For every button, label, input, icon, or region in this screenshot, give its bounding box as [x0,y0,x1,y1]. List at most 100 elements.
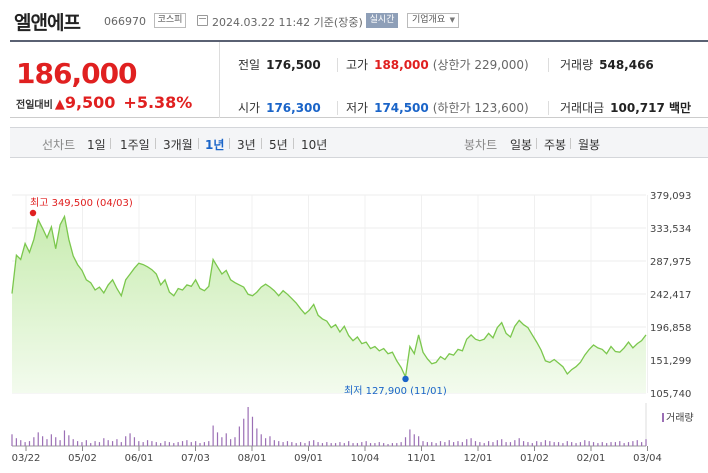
volume-bar [540,442,542,446]
volume-bar [304,443,306,446]
tab-daily[interactable]: 일봉 [510,138,533,152]
y-tick-label: 105,740 [650,389,691,400]
tab-3m[interactable]: 3개월 [163,138,193,152]
divider [536,138,537,149]
volume-bar [435,443,437,446]
volume-bar [37,432,39,446]
volume-bar [68,435,70,446]
volume-bar [256,428,258,446]
stock-header: 엘앤에프 066970 코스피 2024.03.22 11:42 기준(장중) … [0,0,708,40]
divider [293,138,294,149]
volume-bar [361,442,363,446]
divider [337,58,338,72]
volume-legend-label: 거래량 [666,413,694,424]
volume-bar [334,443,337,446]
volume-bar [146,440,149,446]
tab-3y[interactable]: 3년 [237,138,256,152]
volume-bar [352,443,354,446]
tab-10y[interactable]: 10년 [301,138,328,152]
volume-bar [592,442,595,446]
volume-bar [431,442,433,446]
candle-chart-label: 봉차트 [464,138,498,152]
y-tick-label: 242,417 [650,290,691,301]
volume-bar [645,439,647,446]
company-info-dropdown[interactable]: 기업개요 ▼ [407,13,459,28]
volume-bar [387,444,389,446]
volume-bar [348,441,350,446]
volume-bar [282,442,284,446]
volume-bar [243,418,245,446]
x-tick-label: 03/22 [12,453,41,464]
volume-bar [466,439,468,446]
tab-1y[interactable]: 1년 [205,138,225,152]
day-low: 저가 174,500 (하한가 123,600) [346,99,529,116]
volume-bar [265,438,267,446]
volume-bar [208,441,210,446]
volume-bar [575,443,577,446]
volume-bar [103,438,105,446]
volume-bar [588,441,590,446]
tab-monthly[interactable]: 월봉 [578,138,601,152]
volume-bar [509,442,512,446]
volume-bar [610,442,612,446]
volume-bar [59,440,61,446]
volume-bar [496,440,498,446]
stock-name[interactable]: 엘앤에프 [14,12,81,34]
volume-bar [221,437,223,446]
volume-bar [514,440,516,446]
prev-close-value: 176,500 [266,58,321,72]
tab-weekly[interactable]: 주봉 [544,138,567,152]
volume-bar [50,434,52,446]
divider [548,101,549,115]
volume-bar [396,443,398,446]
volume-bar [483,443,485,446]
volume-bar [190,442,192,446]
volume-bar [474,441,477,446]
volume-legend: 거래량 [662,409,694,424]
tab-1d[interactable]: 1일 [87,138,106,152]
volume-bar [614,442,616,446]
volume-bar [151,441,153,446]
change-label: 전일대비 [16,100,53,111]
volume-bar [269,436,271,446]
divider [337,101,338,115]
low-label: 저가 [346,101,369,115]
volume-bar [164,441,166,446]
volume-bar [299,442,302,446]
x-tick-label: 07/03 [181,453,210,464]
volume-bar [195,441,197,446]
volume-bar [286,441,289,446]
volume-bar [492,442,494,446]
tab-5y[interactable]: 5년 [269,138,288,152]
volume-bar [247,407,249,446]
volume-bar [24,442,26,446]
volume-bar [125,436,127,446]
volume-bar [15,438,17,446]
volume-bar [641,442,643,446]
upper-limit: (상한가 229,000) [432,58,529,72]
open-value: 176,300 [266,101,321,115]
volume-bar [518,438,520,446]
y-tick-label: 151,299 [650,356,691,367]
change-percent: +5.38% [123,93,193,112]
y-tick-label: 196,858 [650,323,691,334]
volume-bar [501,439,503,446]
market-badge: 코스피 [154,13,186,28]
open-price: 시가 176,300 [238,99,321,116]
volume-bar [571,442,573,446]
volume-bar [116,439,118,446]
tab-1w[interactable]: 1주일 [120,138,150,152]
volume-bar [155,442,157,446]
volume-bar [549,441,551,446]
volume-bar [374,443,376,446]
divider [261,138,262,149]
prev-close: 전일 176,500 [238,56,321,73]
volume-bar [234,437,236,446]
volume-bar [544,440,547,446]
volume-bar [177,442,179,446]
volume-bar [601,442,603,446]
volume-bar [133,437,136,446]
stock-code: 066970 [104,15,146,28]
volume-bar [636,440,638,446]
volume-bar [404,437,407,446]
